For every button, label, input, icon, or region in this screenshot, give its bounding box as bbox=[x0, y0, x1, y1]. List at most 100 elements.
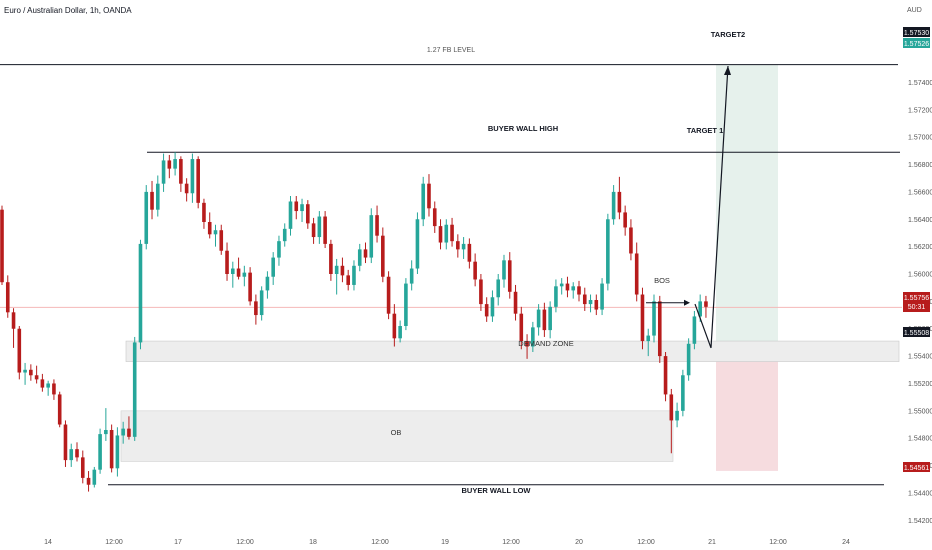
candle bbox=[623, 205, 627, 236]
candle bbox=[346, 269, 350, 291]
candle bbox=[190, 153, 195, 203]
candle-body bbox=[588, 300, 593, 305]
candle bbox=[144, 185, 149, 250]
candle bbox=[75, 442, 79, 462]
candle bbox=[242, 265, 247, 287]
candle-body bbox=[611, 191, 616, 220]
candle-body bbox=[138, 243, 143, 343]
candle bbox=[259, 286, 264, 321]
candle-body bbox=[386, 276, 391, 314]
symbol-title: Euro / Australian Dollar, 1h, OANDA bbox=[4, 6, 132, 15]
candle bbox=[456, 234, 460, 258]
candle bbox=[352, 260, 356, 291]
buyer-wall-low-label: BUYER WALL LOW bbox=[461, 486, 531, 495]
x-axis[interactable]: 14 12:00 17 12:00 18 12:00 19 12:00 20 12:00 21 12:… bbox=[44, 539, 850, 546]
candle-body bbox=[167, 160, 172, 169]
candle bbox=[29, 364, 33, 381]
candle-body bbox=[121, 428, 125, 436]
projection-path bbox=[694, 65, 729, 349]
candle bbox=[594, 294, 599, 316]
candle-body bbox=[663, 356, 668, 395]
candle-body bbox=[479, 279, 483, 305]
x-tick-label: 18 bbox=[309, 539, 317, 546]
candle-body bbox=[704, 301, 708, 307]
candle-body bbox=[427, 183, 431, 209]
candle-body bbox=[617, 191, 622, 213]
candle bbox=[617, 176, 622, 220]
target-area bbox=[716, 64, 778, 342]
candle-body bbox=[127, 428, 131, 437]
candle-body bbox=[681, 375, 685, 411]
candle-body bbox=[352, 265, 356, 285]
y-tick-label: 1.56000 bbox=[908, 272, 932, 279]
candle bbox=[640, 287, 645, 350]
candle bbox=[155, 175, 160, 217]
candle-body bbox=[519, 313, 524, 342]
candle bbox=[57, 391, 62, 428]
candle-body bbox=[554, 286, 558, 307]
candle-body bbox=[29, 369, 33, 376]
candle bbox=[300, 198, 304, 222]
candle-body bbox=[513, 291, 518, 314]
candle bbox=[386, 271, 391, 320]
candle bbox=[490, 290, 495, 322]
candle bbox=[675, 402, 679, 428]
candle bbox=[554, 279, 558, 313]
candle-body bbox=[173, 159, 177, 169]
candle bbox=[479, 274, 483, 311]
candle-body bbox=[184, 183, 189, 194]
price-badge-top-text: 1.57530 bbox=[904, 30, 929, 37]
candle-body bbox=[144, 191, 149, 244]
fb-level-label: 1.27 FB LEVEL bbox=[427, 47, 475, 54]
candle bbox=[196, 156, 200, 209]
candle bbox=[0, 205, 4, 285]
candle-body bbox=[150, 191, 154, 210]
candle-body bbox=[104, 430, 108, 435]
candle-body bbox=[381, 235, 385, 277]
ob-label: OB bbox=[391, 428, 402, 437]
candle-body bbox=[300, 204, 304, 212]
candle-body bbox=[444, 224, 449, 243]
candle-body bbox=[398, 326, 402, 339]
candle-body bbox=[369, 215, 374, 258]
candle-body bbox=[421, 183, 426, 220]
y-tick-label: 1.56800 bbox=[908, 162, 932, 169]
candle-body bbox=[536, 309, 541, 328]
x-tick-label: 14 bbox=[44, 539, 52, 546]
candle bbox=[80, 450, 85, 484]
stop-area bbox=[716, 341, 778, 471]
candle bbox=[294, 196, 299, 220]
candle bbox=[63, 420, 68, 467]
candle bbox=[219, 224, 224, 255]
y-tick-label: 1.55000 bbox=[908, 408, 932, 415]
countdown-text: 50:31 bbox=[908, 304, 926, 311]
candle-body bbox=[571, 286, 576, 291]
candle bbox=[86, 471, 91, 492]
candle bbox=[629, 219, 633, 261]
candle bbox=[657, 295, 662, 363]
candle bbox=[646, 328, 651, 357]
x-tick-label: 12:00 bbox=[502, 539, 520, 546]
candle-body bbox=[11, 312, 16, 329]
candle bbox=[571, 282, 576, 299]
y-tick-label: 1.57200 bbox=[908, 107, 932, 114]
candle bbox=[265, 271, 270, 299]
order-block-box bbox=[120, 410, 674, 462]
y-tick-label: 1.54800 bbox=[908, 436, 932, 443]
x-tick-label: 12:00 bbox=[105, 539, 123, 546]
candle bbox=[525, 334, 529, 359]
candle-body bbox=[698, 301, 702, 317]
candle-body bbox=[692, 316, 697, 344]
candle bbox=[207, 212, 212, 239]
candle bbox=[46, 380, 50, 396]
candle bbox=[150, 180, 154, 220]
candle bbox=[432, 201, 437, 233]
candle-body bbox=[456, 241, 460, 250]
candle-body bbox=[467, 243, 472, 262]
candle-body bbox=[34, 375, 39, 380]
candle-body bbox=[461, 243, 466, 250]
candle bbox=[542, 302, 547, 337]
candle bbox=[502, 254, 506, 288]
bos-label: BOS bbox=[654, 276, 670, 285]
